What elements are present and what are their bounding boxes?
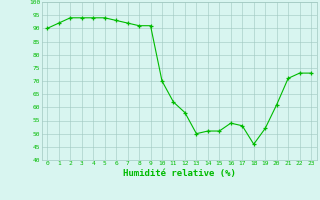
X-axis label: Humidité relative (%): Humidité relative (%) <box>123 169 236 178</box>
